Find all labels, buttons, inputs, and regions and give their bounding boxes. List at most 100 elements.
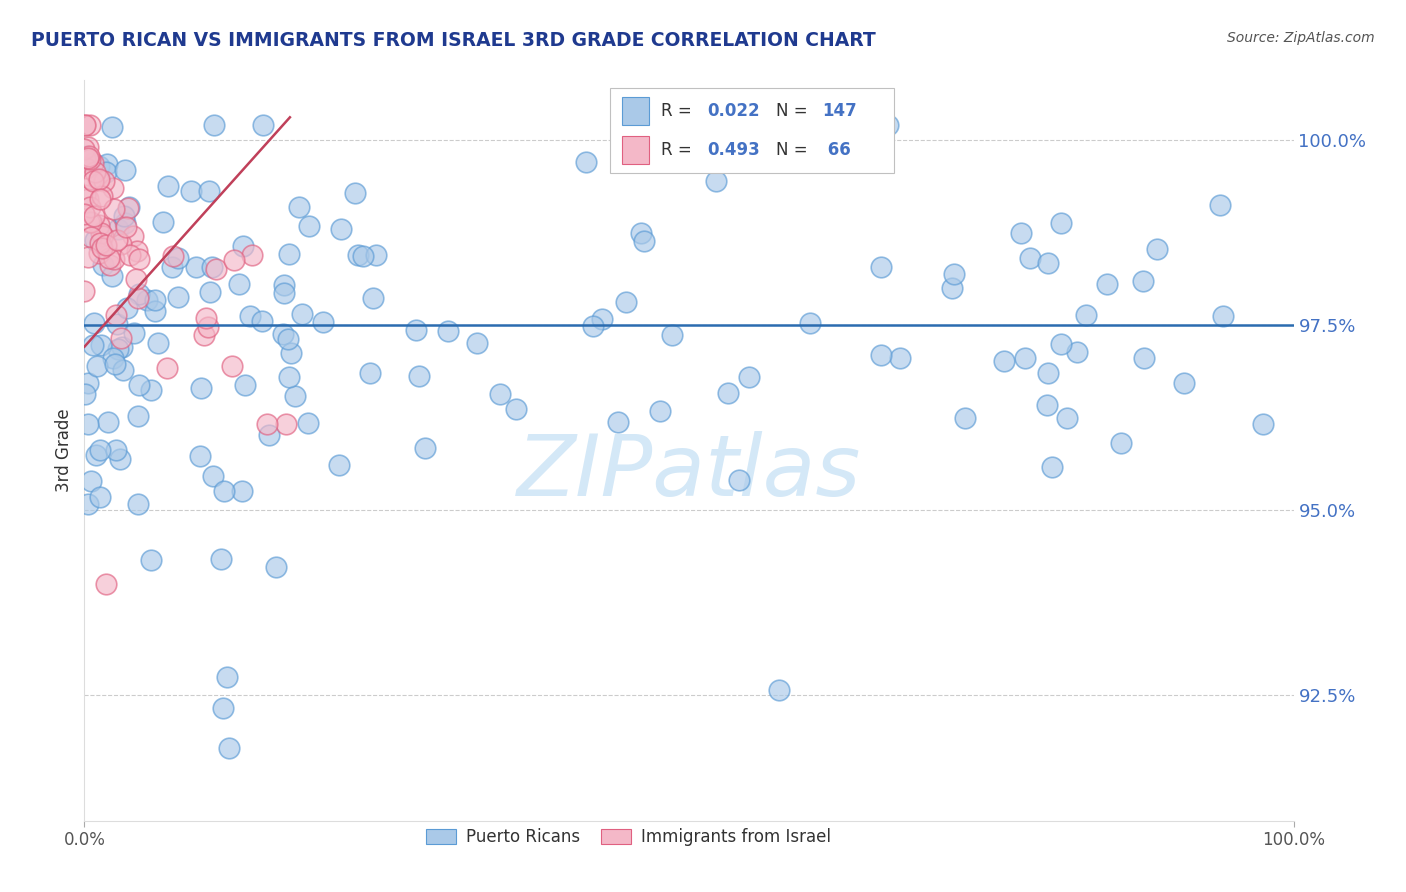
Point — [352, 249, 374, 263]
Text: 0.022: 0.022 — [707, 102, 759, 120]
Point — [1050, 337, 1073, 351]
Point — [77, 250, 100, 264]
Point — [141, 383, 163, 397]
Point — [488, 386, 510, 401]
Point — [96, 157, 118, 171]
Point — [103, 252, 125, 266]
Text: N =: N = — [776, 141, 813, 159]
Point — [190, 381, 212, 395]
Point — [768, 683, 790, 698]
Point — [117, 201, 139, 215]
Point — [105, 317, 128, 331]
Point — [89, 159, 111, 173]
FancyBboxPatch shape — [623, 136, 650, 164]
Point — [231, 483, 253, 498]
Point — [143, 303, 166, 318]
Point — [1074, 308, 1097, 322]
Point — [242, 248, 264, 262]
Point — [717, 385, 740, 400]
Point — [877, 118, 900, 132]
Point — [738, 369, 761, 384]
Text: 66: 66 — [823, 141, 851, 159]
Point — [114, 163, 136, 178]
Point — [277, 332, 299, 346]
Point — [141, 553, 163, 567]
Point — [728, 473, 751, 487]
Point — [104, 308, 127, 322]
Point — [193, 328, 215, 343]
Point — [704, 174, 727, 188]
Point — [82, 155, 104, 169]
Point — [190, 449, 212, 463]
Point — [1056, 410, 1078, 425]
Point — [344, 186, 367, 201]
Point — [212, 701, 235, 715]
Point — [575, 155, 598, 169]
Point — [77, 497, 100, 511]
Point — [89, 442, 111, 457]
Point — [75, 188, 97, 202]
Point — [83, 316, 105, 330]
Point — [1019, 252, 1042, 266]
Point — [82, 337, 104, 351]
Point — [122, 229, 145, 244]
Point — [80, 474, 103, 488]
Point — [252, 314, 274, 328]
Point — [101, 120, 124, 134]
Point — [127, 497, 149, 511]
Text: R =: R = — [661, 141, 697, 159]
Point — [77, 376, 100, 391]
Point — [943, 267, 966, 281]
Point — [77, 149, 100, 163]
Point — [218, 741, 240, 756]
Point — [329, 221, 352, 235]
Point — [941, 281, 963, 295]
Point — [1036, 397, 1059, 411]
Point — [1173, 376, 1195, 390]
Point — [214, 484, 236, 499]
Point — [1010, 226, 1032, 240]
Point — [614, 294, 637, 309]
Point — [73, 207, 96, 221]
Point — [256, 417, 278, 431]
Point — [361, 291, 384, 305]
Point — [870, 260, 893, 274]
Point — [328, 458, 350, 473]
Point — [96, 576, 118, 591]
Point — [278, 369, 301, 384]
Point — [125, 272, 148, 286]
Point — [112, 209, 135, 223]
Point — [273, 285, 295, 300]
Point — [135, 293, 157, 307]
Point — [993, 354, 1015, 368]
Point — [75, 149, 97, 163]
Point — [118, 200, 141, 214]
Point — [111, 340, 134, 354]
Point — [505, 402, 527, 417]
Point — [280, 346, 302, 360]
Point — [89, 172, 111, 186]
Point — [107, 342, 129, 356]
Point — [73, 152, 96, 166]
Point — [84, 233, 107, 247]
Point — [89, 218, 111, 232]
Point — [953, 410, 976, 425]
Point — [94, 237, 117, 252]
Point — [77, 151, 100, 165]
Point — [82, 174, 104, 188]
Point — [312, 314, 335, 328]
Point — [90, 189, 112, 203]
Point — [405, 323, 427, 337]
Point — [103, 202, 125, 217]
Point — [97, 251, 120, 265]
Point — [86, 359, 108, 373]
Text: ZIPatlas: ZIPatlas — [517, 431, 860, 514]
Point — [202, 469, 225, 483]
Point — [127, 409, 149, 423]
Point — [808, 150, 831, 164]
Text: N =: N = — [776, 102, 813, 120]
Point — [73, 387, 96, 401]
Point — [104, 357, 127, 371]
Point — [633, 235, 655, 249]
Point — [79, 200, 101, 214]
